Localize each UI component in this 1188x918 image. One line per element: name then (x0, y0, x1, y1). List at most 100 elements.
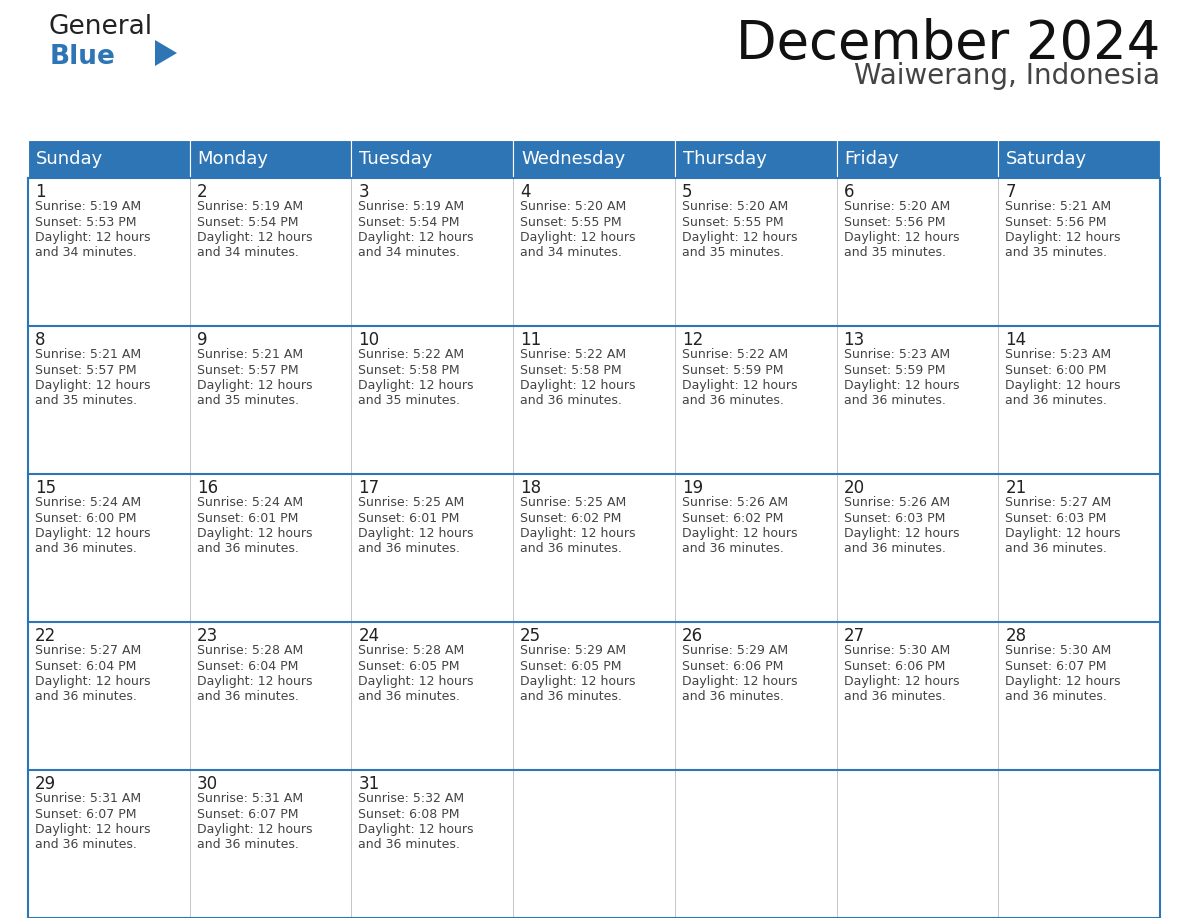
Text: Friday: Friday (845, 150, 899, 168)
Text: 25: 25 (520, 627, 542, 645)
Text: Sunset: 5:56 PM: Sunset: 5:56 PM (843, 216, 946, 229)
Text: Sunrise: 5:19 AM: Sunrise: 5:19 AM (359, 200, 465, 213)
Bar (998, 474, 1159, 622)
Text: 16: 16 (197, 479, 217, 497)
Text: and 34 minutes.: and 34 minutes. (34, 247, 137, 260)
Text: and 35 minutes.: and 35 minutes. (359, 395, 461, 408)
Text: Sunrise: 5:27 AM: Sunrise: 5:27 AM (34, 644, 141, 657)
Text: Sunset: 5:58 PM: Sunset: 5:58 PM (359, 364, 460, 376)
Text: and 36 minutes.: and 36 minutes. (1005, 395, 1107, 408)
Bar (836, 140, 998, 178)
Text: and 36 minutes.: and 36 minutes. (34, 838, 137, 852)
Text: Sunset: 5:55 PM: Sunset: 5:55 PM (682, 216, 783, 229)
Text: Waiwerang, Indonesia: Waiwerang, Indonesia (854, 62, 1159, 90)
Text: Sunrise: 5:30 AM: Sunrise: 5:30 AM (843, 644, 950, 657)
Bar (352, 474, 513, 622)
Text: Sunrise: 5:24 AM: Sunrise: 5:24 AM (34, 496, 141, 509)
Text: and 36 minutes.: and 36 minutes. (1005, 543, 1107, 555)
Text: and 36 minutes.: and 36 minutes. (843, 395, 946, 408)
Text: and 36 minutes.: and 36 minutes. (197, 838, 298, 852)
Text: Daylight: 12 hours: Daylight: 12 hours (34, 379, 151, 392)
Text: and 36 minutes.: and 36 minutes. (682, 690, 784, 703)
Text: Sunset: 6:05 PM: Sunset: 6:05 PM (520, 659, 621, 673)
Text: Sunrise: 5:31 AM: Sunrise: 5:31 AM (197, 792, 303, 805)
Text: and 36 minutes.: and 36 minutes. (197, 543, 298, 555)
Text: Daylight: 12 hours: Daylight: 12 hours (520, 379, 636, 392)
Text: 10: 10 (359, 331, 379, 349)
Text: 11: 11 (520, 331, 542, 349)
Text: 21: 21 (1005, 479, 1026, 497)
Bar (29, 770, 190, 918)
Text: Sunset: 6:07 PM: Sunset: 6:07 PM (197, 808, 298, 821)
Text: Sunset: 5:55 PM: Sunset: 5:55 PM (520, 216, 621, 229)
Bar (998, 770, 1159, 918)
Text: Sunset: 6:03 PM: Sunset: 6:03 PM (1005, 511, 1107, 524)
Text: Thursday: Thursday (683, 150, 766, 168)
Text: 9: 9 (197, 331, 207, 349)
Text: Daylight: 12 hours: Daylight: 12 hours (1005, 527, 1120, 540)
Bar (513, 178, 675, 326)
Text: December 2024: December 2024 (735, 18, 1159, 70)
Bar (836, 474, 998, 622)
Text: Sunset: 6:07 PM: Sunset: 6:07 PM (34, 808, 137, 821)
Bar (29, 326, 190, 474)
Text: Sunset: 5:57 PM: Sunset: 5:57 PM (197, 364, 298, 376)
Text: Sunset: 6:02 PM: Sunset: 6:02 PM (520, 511, 621, 524)
Bar (836, 326, 998, 474)
Text: Daylight: 12 hours: Daylight: 12 hours (682, 675, 797, 688)
Text: Sunset: 5:54 PM: Sunset: 5:54 PM (359, 216, 460, 229)
Text: Daylight: 12 hours: Daylight: 12 hours (1005, 379, 1120, 392)
Text: Sunrise: 5:23 AM: Sunrise: 5:23 AM (1005, 348, 1112, 361)
Text: 14: 14 (1005, 331, 1026, 349)
Text: and 36 minutes.: and 36 minutes. (682, 543, 784, 555)
Text: and 36 minutes.: and 36 minutes. (520, 395, 623, 408)
Text: Sunset: 5:58 PM: Sunset: 5:58 PM (520, 364, 621, 376)
Text: and 36 minutes.: and 36 minutes. (843, 690, 946, 703)
Text: and 35 minutes.: and 35 minutes. (682, 247, 784, 260)
Bar (29, 140, 190, 178)
Text: Wednesday: Wednesday (522, 150, 625, 168)
Bar (190, 178, 352, 326)
Text: Monday: Monday (197, 150, 268, 168)
Text: Sunrise: 5:22 AM: Sunrise: 5:22 AM (682, 348, 788, 361)
Bar (998, 326, 1159, 474)
Text: Sunset: 6:01 PM: Sunset: 6:01 PM (197, 511, 298, 524)
Bar (675, 178, 836, 326)
Text: Daylight: 12 hours: Daylight: 12 hours (843, 379, 959, 392)
Text: 17: 17 (359, 479, 379, 497)
Text: Blue: Blue (50, 44, 116, 70)
Text: and 35 minutes.: and 35 minutes. (1005, 247, 1107, 260)
Text: and 34 minutes.: and 34 minutes. (520, 247, 623, 260)
Text: Daylight: 12 hours: Daylight: 12 hours (197, 823, 312, 836)
Text: Daylight: 12 hours: Daylight: 12 hours (197, 527, 312, 540)
Text: and 36 minutes.: and 36 minutes. (520, 690, 623, 703)
Text: Daylight: 12 hours: Daylight: 12 hours (359, 823, 474, 836)
Text: Sunrise: 5:28 AM: Sunrise: 5:28 AM (197, 644, 303, 657)
Text: Sunday: Sunday (36, 150, 103, 168)
Text: 13: 13 (843, 331, 865, 349)
Text: 1: 1 (34, 183, 45, 201)
Bar (675, 622, 836, 770)
Text: Daylight: 12 hours: Daylight: 12 hours (520, 675, 636, 688)
Text: and 35 minutes.: and 35 minutes. (34, 395, 137, 408)
Text: Sunset: 6:08 PM: Sunset: 6:08 PM (359, 808, 460, 821)
Text: Sunrise: 5:20 AM: Sunrise: 5:20 AM (520, 200, 626, 213)
Text: Sunrise: 5:22 AM: Sunrise: 5:22 AM (520, 348, 626, 361)
Bar (29, 474, 190, 622)
Text: and 34 minutes.: and 34 minutes. (359, 247, 460, 260)
Bar (675, 326, 836, 474)
Text: Sunrise: 5:31 AM: Sunrise: 5:31 AM (34, 792, 141, 805)
Bar (352, 178, 513, 326)
Text: 3: 3 (359, 183, 369, 201)
Text: Sunset: 5:59 PM: Sunset: 5:59 PM (843, 364, 946, 376)
Text: Daylight: 12 hours: Daylight: 12 hours (682, 231, 797, 244)
Text: Sunset: 6:00 PM: Sunset: 6:00 PM (34, 511, 137, 524)
Text: Daylight: 12 hours: Daylight: 12 hours (197, 675, 312, 688)
Bar (513, 326, 675, 474)
Text: Sunrise: 5:21 AM: Sunrise: 5:21 AM (1005, 200, 1112, 213)
Text: 12: 12 (682, 331, 703, 349)
Text: Sunset: 6:07 PM: Sunset: 6:07 PM (1005, 659, 1107, 673)
Bar (513, 140, 675, 178)
Text: 15: 15 (34, 479, 56, 497)
Text: 29: 29 (34, 775, 56, 793)
